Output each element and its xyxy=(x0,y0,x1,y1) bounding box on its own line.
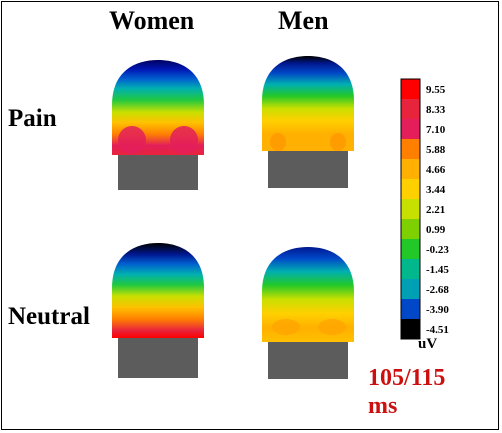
column-label-women: Women xyxy=(109,6,195,35)
column-label-men: Men xyxy=(278,6,329,35)
row-label-neutral: Neutral xyxy=(8,303,90,330)
colorbar-tick-label: 9.55 xyxy=(426,84,446,96)
topomap-men-neutral xyxy=(262,247,354,379)
colorbar-swatch xyxy=(401,179,420,200)
hotspot-left xyxy=(118,126,146,154)
colorbar-swatch xyxy=(401,319,420,340)
colorbar-tick-label: -0.23 xyxy=(426,244,449,256)
colorbar-tick-label: -3.90 xyxy=(426,304,449,316)
colorbar-outline xyxy=(400,78,421,340)
colorbar-tick-label: 0.99 xyxy=(426,224,446,236)
colorbar-tick-label: 8.33 xyxy=(426,104,446,116)
row-label-pain: Pain xyxy=(8,105,57,132)
timing-unit: ms xyxy=(368,393,398,419)
colorbar-tick-label: -1.45 xyxy=(426,264,449,276)
hotspot-right xyxy=(170,126,198,154)
colorbar-tick-label: -4.51 xyxy=(426,324,449,336)
neck-base xyxy=(268,146,348,188)
colorbar-swatch xyxy=(401,159,420,180)
topomap-men-pain xyxy=(262,56,354,188)
topomap-women-neutral xyxy=(112,243,204,378)
topomap-women-pain xyxy=(112,60,204,190)
colorbar-swatch xyxy=(401,119,420,140)
colorbar-tick-label: 3.44 xyxy=(426,184,446,196)
colorbar-swatch xyxy=(401,279,420,300)
colorbar-swatch xyxy=(401,259,420,280)
colorbar-swatch xyxy=(401,199,420,220)
hotspot-left xyxy=(272,319,300,335)
hotspot-right xyxy=(330,133,346,151)
colorbar-tick-label: 4.66 xyxy=(426,164,446,176)
colorbar-tick-label: 2.21 xyxy=(426,204,445,216)
colorbar-tick-label: 5.88 xyxy=(426,144,446,156)
colorbar-swatch xyxy=(401,239,420,260)
hotspot-left xyxy=(270,133,286,151)
hotspot-right xyxy=(318,319,346,335)
colorbar-swatch xyxy=(401,299,420,320)
colorbar-swatch xyxy=(401,139,420,160)
colorbar-tick-label: 7.10 xyxy=(426,124,446,136)
colorbar-tick-label: -2.68 xyxy=(426,284,449,296)
neck-base xyxy=(118,148,198,190)
colorbar-swatch xyxy=(401,99,420,120)
colorbar: 9.55 8.33 7.10 5.88 4.66 3.44 2.21 0.99 -0.23 -1.… xyxy=(400,78,449,340)
neck-base xyxy=(268,339,348,379)
timing-label: 105/115 ms xyxy=(368,364,445,420)
colorbar-swatch xyxy=(401,79,420,100)
timing-value: 105/115 xyxy=(368,365,446,391)
neck-base xyxy=(118,338,198,378)
colorbar-swatch xyxy=(401,219,420,240)
colorbar-unit: uV xyxy=(418,336,438,352)
